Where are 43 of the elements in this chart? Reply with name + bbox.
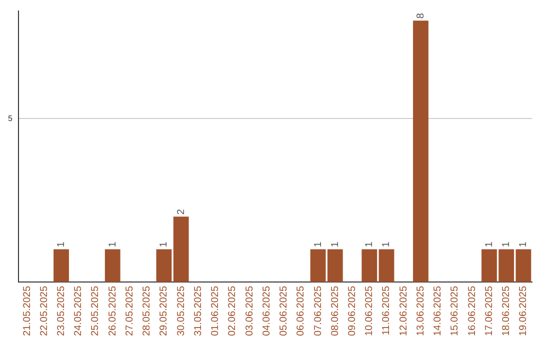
x-tick-label: 26.05.2025 (107, 286, 118, 336)
data-label: 1 (107, 241, 118, 248)
data-label: 2 (176, 208, 187, 215)
x-tick-label: 22.05.2025 (38, 286, 50, 336)
x-tick-label: 13.06.2025 (415, 286, 426, 336)
x-tick-label: 11.06.2025 (381, 286, 392, 336)
x-tick-label: 04.06.2025 (261, 286, 272, 336)
x-tick-label: 15.06.2025 (450, 286, 461, 336)
data-label: 1 (56, 241, 67, 248)
data-label: 1 (518, 241, 530, 248)
data-label: 1 (501, 241, 512, 248)
data-label: 8 (415, 12, 426, 19)
x-tick-label: 10.06.2025 (364, 286, 376, 336)
y-tick-label: 5 (8, 114, 13, 123)
data-label: 1 (312, 241, 324, 248)
x-tick-label: 02.06.2025 (227, 286, 238, 336)
x-tick-label: 06.06.2025 (296, 286, 307, 336)
x-tick-label: 18.06.2025 (501, 286, 512, 336)
x-tick-label: 05.06.2025 (278, 286, 290, 336)
x-tick-label: 25.05.2025 (90, 286, 102, 336)
data-label: 1 (364, 241, 376, 248)
x-tick-label: 24.05.2025 (73, 286, 84, 336)
x-tick-label: 21.05.2025 (22, 286, 33, 336)
x-tick-label: 14.06.2025 (432, 286, 444, 336)
data-label: 1 (381, 241, 392, 248)
x-tick-label: 17.06.2025 (484, 286, 495, 336)
x-tick-label: 12.06.2025 (398, 286, 410, 336)
x-tick-label: 01.06.2025 (210, 286, 222, 336)
x-tick-label: 07.06.2025 (312, 286, 324, 336)
x-tick-label: 27.05.2025 (124, 286, 136, 336)
data-label: 1 (330, 241, 341, 248)
x-tick-label: 23.05.2025 (56, 286, 67, 336)
x-tick-label: 29.05.2025 (158, 286, 170, 336)
x-tick-label: 19.06.2025 (518, 286, 530, 336)
x-tick-label: 08.06.2025 (330, 286, 341, 336)
x-tick-label: 09.06.2025 (347, 286, 358, 336)
x-tick-label: 16.06.2025 (466, 286, 478, 336)
data-label: 1 (484, 241, 495, 248)
x-tick-label: 30.05.2025 (176, 286, 187, 336)
x-tick-label: 03.06.2025 (244, 286, 256, 336)
data-label: 1 (158, 241, 170, 248)
x-tick-label: 28.05.2025 (142, 286, 153, 336)
x-tick-label: 31.05.2025 (192, 286, 204, 336)
